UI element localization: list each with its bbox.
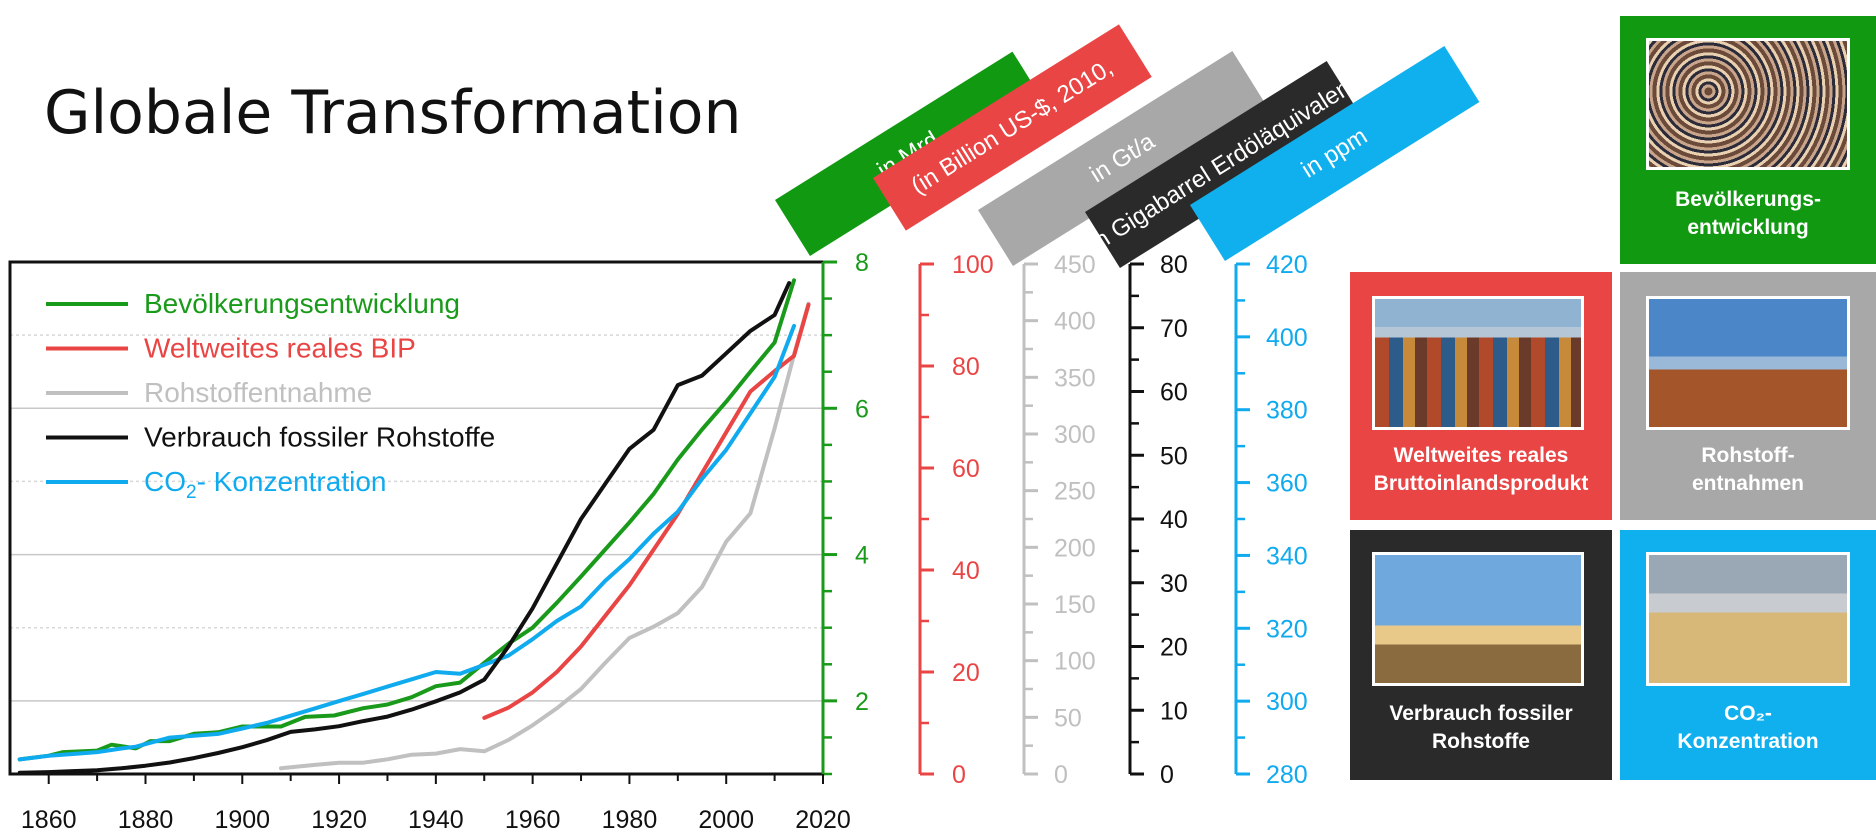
y-tick-label-co2: 360 <box>1266 470 1308 498</box>
tile-caption-line-2: entnahmen <box>1691 472 1804 495</box>
photo-excavator <box>1646 296 1850 430</box>
y-axis-co2: 280 300 320 340 360 380 400 420 <box>1234 251 1308 789</box>
y-tick-label-resources: 0 <box>1054 761 1068 789</box>
y-tick-label-population: 2 <box>855 688 869 716</box>
y-tick-label-fossil: 40 <box>1160 506 1188 534</box>
y-tick-label-gdp: 0 <box>952 761 966 789</box>
x-tick-label: 1980 <box>602 806 658 830</box>
y-axis-fossil: 0 10 20 30 40 50 60 70 80 <box>1128 251 1188 789</box>
y-tick-label-resources: 350 <box>1054 364 1096 392</box>
tile-caption: Bevölkerungs-entwicklung <box>1620 186 1876 242</box>
tile-caption-line-1: Weltweites reales <box>1393 444 1569 467</box>
legend-label-co2: CO2- Konzentration <box>144 466 386 503</box>
x-tick-label: 2020 <box>795 806 851 830</box>
tile-co2: CO₂- Konzentration <box>1620 530 1876 780</box>
y-tick-label-fossil: 60 <box>1160 379 1188 407</box>
photo-crowd <box>1646 38 1850 170</box>
x-tick-label: 1960 <box>505 806 561 830</box>
y-tick-label-gdp: 80 <box>952 353 980 381</box>
y-tick-label-fossil: 50 <box>1160 442 1188 470</box>
y-tick-label-co2: 380 <box>1266 397 1308 425</box>
tile-caption-line-1: Rohstoff- <box>1701 444 1795 467</box>
tile-caption-line-1: Bevölkerungs- <box>1675 188 1821 211</box>
y-tick-label-population: 6 <box>855 395 869 423</box>
y-tick-label-resources: 200 <box>1054 534 1096 562</box>
y-tick-label-fossil: 30 <box>1160 570 1188 598</box>
tile-fossil: Verbrauch fossiler Rohstoffe <box>1350 530 1612 780</box>
y-tick-label-co2: 400 <box>1266 324 1308 352</box>
y-tick-label-gdp: 20 <box>952 659 980 687</box>
y-tick-label-resources: 100 <box>1054 648 1096 676</box>
tile-caption-line-2: entwicklung <box>1687 216 1809 239</box>
y-axis-population: 2 4 6 8 <box>821 249 869 776</box>
tile-caption-line-2: Bruttoinlandsprodukt <box>1373 472 1589 495</box>
x-tick-label: 1900 <box>214 806 270 830</box>
x-tick-label: 1860 <box>21 806 77 830</box>
legend-label-resources: Rohstoffentnahme <box>144 377 372 408</box>
legend-label-population: Bevölkerungsentwicklung <box>144 288 460 319</box>
legend-label-fossil: Verbrauch fossiler Rohstoffe <box>144 422 495 453</box>
legend-label-gdp: Weltweites reales BIP <box>144 333 416 364</box>
y-tick-label-resources: 450 <box>1054 251 1096 279</box>
photo-oil-pump <box>1372 552 1584 686</box>
y-axis-resources: 0 50 100 150 200 250 300 350 400 450 <box>1022 251 1096 789</box>
y-tick-label-fossil: 0 <box>1160 761 1174 789</box>
line-chart: 2468020406080100050100150200250300350400… <box>8 249 1308 830</box>
y-tick-label-fossil: 80 <box>1160 251 1188 279</box>
y-tick-label-fossil: 20 <box>1160 634 1188 662</box>
series-layer <box>17 278 811 775</box>
tile-caption-line-2: Konzentration <box>1677 730 1819 753</box>
y-tick-label-co2: 300 <box>1266 688 1308 716</box>
series-line-gdp <box>482 302 811 720</box>
tile-population: Bevölkerungs-entwicklung <box>1620 16 1876 264</box>
tile-caption: CO₂- Konzentration <box>1620 700 1876 756</box>
axes-layer: 2468020406080100050100150200250300350400… <box>821 249 1308 789</box>
tile-resources: Rohstoff-entnahmen <box>1620 272 1876 520</box>
y-axis-gdp: 0 20 40 60 80 100 <box>918 251 994 789</box>
y-tick-label-co2: 340 <box>1266 542 1308 570</box>
photo-containers <box>1372 296 1584 430</box>
y-tick-label-gdp: 60 <box>952 455 980 483</box>
tile-caption-line-1: CO₂- <box>1724 702 1772 725</box>
tile-caption: Rohstoff-entnahmen <box>1620 442 1876 498</box>
y-tick-label-resources: 150 <box>1054 591 1096 619</box>
tile-caption-line-2: Rohstoffe <box>1432 730 1530 753</box>
series-line-co2 <box>17 323 796 762</box>
series-line-fossil <box>17 281 792 775</box>
chart-grid <box>10 334 823 702</box>
y-tick-label-fossil: 10 <box>1160 697 1188 725</box>
tile-gdp: Weltweites reales Bruttoinlandsprodukt <box>1350 272 1612 520</box>
x-tick-label: 2000 <box>698 806 754 830</box>
tile-caption: Weltweites reales Bruttoinlandsprodukt <box>1350 442 1612 498</box>
y-tick-label-resources: 400 <box>1054 308 1096 336</box>
tile-caption-line-1: Verbrauch fossiler <box>1389 702 1573 725</box>
page-title: Globale Transformation <box>44 78 742 148</box>
y-tick-label-gdp: 40 <box>952 557 980 585</box>
series-line-resources <box>279 301 811 771</box>
y-tick-label-population: 4 <box>855 542 869 570</box>
y-tick-label-population: 8 <box>855 249 869 277</box>
y-tick-label-co2: 280 <box>1266 761 1308 789</box>
photo-cooling-towers <box>1646 552 1850 686</box>
y-tick-label-gdp: 100 <box>952 251 994 279</box>
y-tick-label-resources: 250 <box>1054 478 1096 506</box>
x-tick-label: 1880 <box>118 806 174 830</box>
y-tick-label-fossil: 70 <box>1160 315 1188 343</box>
x-tick-label: 1940 <box>408 806 464 830</box>
y-tick-label-resources: 300 <box>1054 421 1096 449</box>
chart-legend: Bevölkerungsentwicklung Weltweites reales… <box>46 288 495 503</box>
x-tick-label: 1920 <box>311 806 367 830</box>
x-axis: 1860 1880 1900 1920 1940 1960 1980 2000 2020 <box>21 774 851 830</box>
y-tick-label-co2: 320 <box>1266 615 1308 643</box>
tile-caption: Verbrauch fossiler Rohstoffe <box>1350 700 1612 756</box>
y-tick-label-resources: 50 <box>1054 704 1082 732</box>
y-tick-label-co2: 420 <box>1266 251 1308 279</box>
